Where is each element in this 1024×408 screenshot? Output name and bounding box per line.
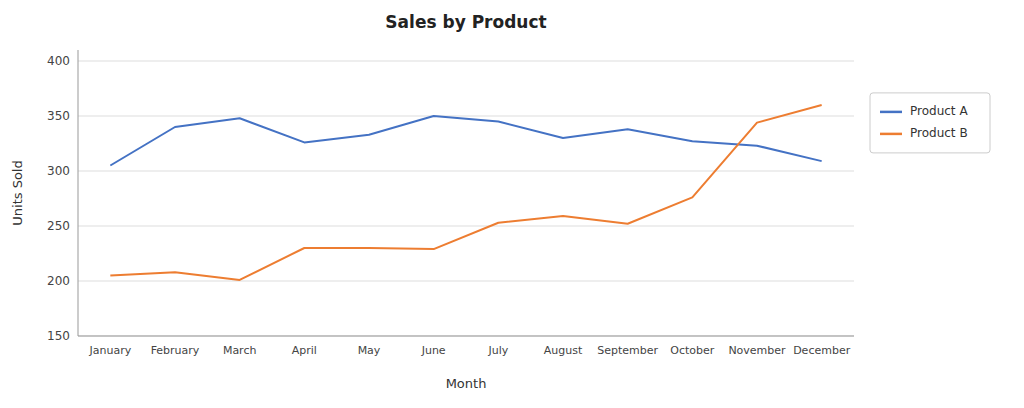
- x-tick-label: December: [793, 344, 851, 357]
- grid-line: [78, 281, 854, 282]
- x-axis-line: [78, 336, 854, 337]
- x-tick-label: May: [358, 344, 381, 357]
- x-tick-label: February: [151, 344, 200, 357]
- x-tick-label: August: [544, 344, 583, 357]
- grid: [78, 61, 854, 336]
- legend-label: Product B: [910, 126, 968, 140]
- y-tick-label: 300: [47, 164, 70, 178]
- background: [0, 0, 1024, 408]
- x-tick-label: June: [421, 344, 446, 357]
- chart-container: 150 200 250 300 350 400 January February March Ap…: [0, 0, 1024, 408]
- legend-box: [870, 93, 990, 153]
- y-axis-label: Units Sold: [10, 160, 25, 225]
- x-tick-label: January: [88, 344, 131, 357]
- y-tick-label: 150: [47, 329, 70, 343]
- x-tick-label: September: [597, 344, 658, 357]
- legend-swatch: [880, 133, 902, 136]
- y-tick-label: 250: [47, 219, 70, 233]
- y-tick-label: 200: [47, 274, 70, 288]
- x-tick-label: March: [223, 344, 257, 357]
- legend: Product A Product B: [870, 93, 990, 153]
- legend-swatch: [880, 111, 902, 114]
- chart-title: Sales by Product: [385, 12, 546, 32]
- series-line: [110, 105, 821, 280]
- x-tick-label: October: [670, 344, 714, 357]
- grid-line: [78, 171, 854, 172]
- grid-line: [78, 226, 854, 227]
- x-tick-label: November: [728, 344, 786, 357]
- grid-line: [78, 336, 854, 337]
- lines: [110, 105, 821, 280]
- series-line: [110, 116, 821, 166]
- x-tick-label: July: [487, 344, 508, 357]
- grid-line: [78, 61, 854, 62]
- x-tick-label: April: [292, 344, 317, 357]
- y-axis-line: [78, 50, 79, 336]
- chart-svg: 150 200 250 300 350 400 January February March Ap…: [0, 0, 1024, 408]
- y-tick-label: 400: [47, 54, 70, 68]
- legend-label: Product A: [910, 104, 968, 118]
- grid-line: [78, 116, 854, 117]
- y-tick-label: 350: [47, 109, 70, 123]
- x-axis-label: Month: [446, 376, 487, 391]
